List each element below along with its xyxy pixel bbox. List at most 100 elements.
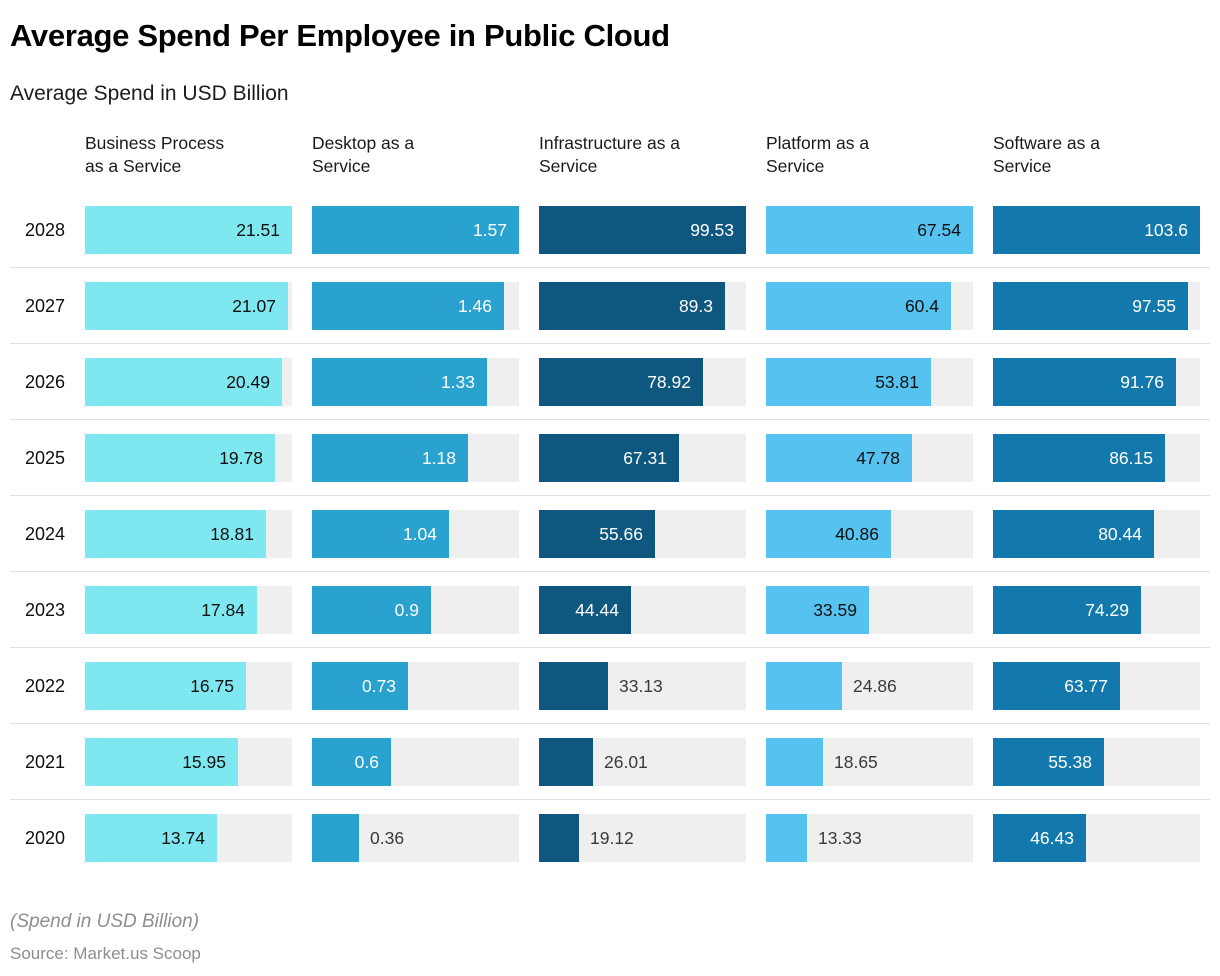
bar: 16.75 bbox=[85, 662, 246, 711]
bar-value-label: 1.46 bbox=[457, 295, 492, 316]
bar-value-label: 0.6 bbox=[354, 751, 379, 772]
bar-value-label: 20.49 bbox=[226, 371, 270, 392]
bar-track: 86.15 bbox=[993, 434, 1200, 483]
bar-value-label: 89.3 bbox=[678, 295, 713, 316]
bar-track: 55.38 bbox=[993, 738, 1200, 787]
year-label: 2020 bbox=[24, 827, 65, 848]
chart-row-2020: 2020 13.74 0.36 19.12 13.33 46.43 bbox=[10, 800, 1210, 875]
bar: 33.59 bbox=[766, 586, 869, 635]
bar: 63.77 bbox=[993, 662, 1120, 711]
bar-track: 53.81 bbox=[766, 358, 973, 407]
chart-source: Source: Market.us Scoop bbox=[10, 944, 201, 964]
bar-value-label: 67.54 bbox=[917, 219, 961, 240]
year-label: 2022 bbox=[24, 675, 65, 696]
bar-value-label: 63.77 bbox=[1064, 675, 1108, 696]
bar-value-label: 91.76 bbox=[1120, 371, 1164, 392]
page-title: Average Spend Per Employee in Public Clo… bbox=[10, 18, 670, 53]
bar: 0.73 bbox=[312, 662, 408, 711]
bar-track: 89.3 bbox=[539, 282, 746, 331]
bar-track: 16.75 bbox=[85, 662, 292, 711]
bar: 17.84 bbox=[85, 586, 257, 635]
chart-footnote: (Spend in USD Billion) bbox=[10, 911, 200, 933]
chart-row-2026: 2026 20.49 1.33 78.92 53.81 91.76 bbox=[10, 344, 1210, 421]
bar: 89.3 bbox=[539, 282, 725, 331]
year-label: 2028 bbox=[24, 219, 65, 240]
bar bbox=[539, 814, 579, 863]
bar-track: 26.01 bbox=[539, 738, 746, 787]
bar-value-label: 53.81 bbox=[875, 371, 919, 392]
column-header-series-4: Software as a Service bbox=[993, 133, 1100, 177]
bar-value-label: 0.9 bbox=[394, 599, 419, 620]
bar bbox=[766, 738, 823, 787]
bar-value-label: 18.81 bbox=[210, 523, 254, 544]
bar-value-label: 97.55 bbox=[1132, 295, 1176, 316]
bar-track: 40.86 bbox=[766, 510, 973, 559]
bar-value-label: 18.65 bbox=[834, 751, 878, 772]
column-header-series-1: Desktop as a Service bbox=[312, 133, 415, 177]
bar-track: 46.43 bbox=[993, 814, 1200, 863]
bar-track: 24.86 bbox=[766, 662, 973, 711]
bar: 99.53 bbox=[539, 206, 746, 255]
bar: 20.49 bbox=[85, 358, 282, 407]
bar-track: 0.6 bbox=[312, 738, 519, 787]
bar-track: 99.53 bbox=[539, 206, 746, 255]
bar: 19.78 bbox=[85, 434, 275, 483]
chart-row-2022: 2022 16.75 0.73 33.13 24.86 63.77 bbox=[10, 648, 1210, 725]
bar: 55.38 bbox=[993, 738, 1104, 787]
bar: 80.44 bbox=[993, 510, 1154, 559]
bar: 40.86 bbox=[766, 510, 891, 559]
bar-value-label: 86.15 bbox=[1109, 447, 1153, 468]
bar-value-label: 80.44 bbox=[1098, 523, 1142, 544]
bar-value-label: 13.74 bbox=[161, 827, 205, 848]
bar: 46.43 bbox=[993, 814, 1086, 863]
bar: 1.57 bbox=[312, 206, 519, 255]
bar-track: 21.51 bbox=[85, 206, 292, 255]
chart-row-2021: 2021 15.95 0.6 26.01 18.65 55.38 bbox=[10, 724, 1210, 801]
bar-track: 1.46 bbox=[312, 282, 519, 331]
bar-value-label: 17.84 bbox=[201, 599, 245, 620]
cloud-spend-bar-chart: Business Process as a Service Desktop as a… bbox=[10, 132, 1210, 875]
bar-value-label: 24.86 bbox=[853, 675, 897, 696]
bar: 21.07 bbox=[85, 282, 288, 331]
bar-value-label: 16.75 bbox=[190, 675, 234, 696]
bar-value-label: 26.01 bbox=[604, 751, 648, 772]
bar-value-label: 1.18 bbox=[421, 447, 456, 468]
bar-track: 18.65 bbox=[766, 738, 973, 787]
bar: 47.78 bbox=[766, 434, 912, 483]
bar-value-label: 1.57 bbox=[472, 219, 507, 240]
bar: 74.29 bbox=[993, 586, 1141, 635]
bar-value-label: 21.51 bbox=[236, 219, 280, 240]
bar bbox=[539, 662, 608, 711]
bar: 53.81 bbox=[766, 358, 931, 407]
bar-track: 91.76 bbox=[993, 358, 1200, 407]
bar-track: 13.74 bbox=[85, 814, 292, 863]
bar: 103.6 bbox=[993, 206, 1200, 255]
bar: 1.46 bbox=[312, 282, 504, 331]
bar: 0.9 bbox=[312, 586, 431, 635]
column-header-series-0: Business Process as a Service bbox=[85, 133, 225, 177]
chart-row-2025: 2025 19.78 1.18 67.31 47.78 86.15 bbox=[10, 420, 1210, 497]
bar-track: 47.78 bbox=[766, 434, 973, 483]
bar-track: 67.31 bbox=[539, 434, 746, 483]
bar-value-label: 103.6 bbox=[1144, 219, 1188, 240]
bar-track: 55.66 bbox=[539, 510, 746, 559]
bar-value-label: 1.04 bbox=[402, 523, 437, 544]
bar-track: 0.9 bbox=[312, 586, 519, 635]
column-header-series-3: Platform as a Service bbox=[766, 133, 870, 177]
bar-track: 60.4 bbox=[766, 282, 973, 331]
bar-value-label: 0.36 bbox=[370, 827, 405, 848]
chart-subtitle: Average Spend in USD Billion bbox=[10, 82, 289, 105]
bar-value-label: 40.86 bbox=[835, 523, 879, 544]
bar: 1.33 bbox=[312, 358, 487, 407]
bar-value-label: 33.59 bbox=[813, 599, 857, 620]
bar: 86.15 bbox=[993, 434, 1165, 483]
bar bbox=[312, 814, 359, 863]
bar: 97.55 bbox=[993, 282, 1188, 331]
bar-value-label: 0.73 bbox=[361, 675, 396, 696]
bar: 18.81 bbox=[85, 510, 266, 559]
bar-track: 1.18 bbox=[312, 434, 519, 483]
year-label: 2025 bbox=[24, 447, 65, 468]
bar-track: 19.12 bbox=[539, 814, 746, 863]
bar-value-label: 99.53 bbox=[690, 219, 734, 240]
